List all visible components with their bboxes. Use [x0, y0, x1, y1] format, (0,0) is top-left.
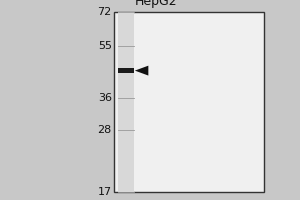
Text: 36: 36 [98, 93, 112, 103]
Text: HepG2: HepG2 [135, 0, 177, 8]
Text: 28: 28 [98, 125, 112, 135]
Text: 72: 72 [98, 7, 112, 17]
Bar [114, 12, 264, 192]
Polygon shape [135, 66, 148, 76]
Bar [118, 12, 134, 192]
Text: 55: 55 [98, 41, 112, 51]
Bar [118, 68, 134, 73]
Text: 17: 17 [98, 187, 112, 197]
